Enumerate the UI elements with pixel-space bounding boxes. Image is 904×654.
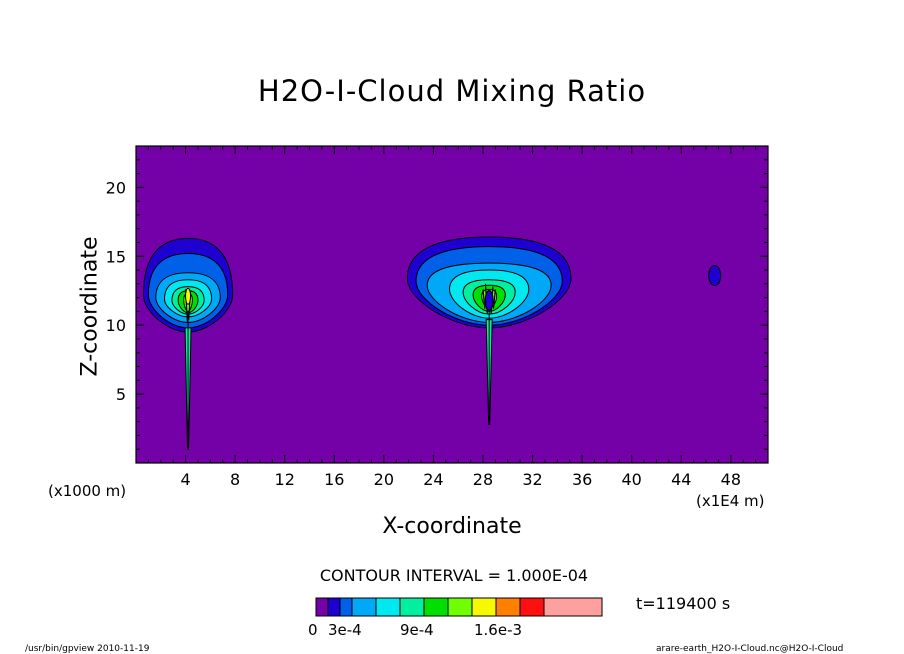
colorbar-swatch <box>399 597 425 617</box>
x-tick-label: 20 <box>374 470 394 489</box>
x-tick-label: 24 <box>423 470 443 489</box>
core-line-4 <box>482 289 486 309</box>
x-tick-label: 16 <box>324 470 344 489</box>
y-tick-label: 20 <box>106 178 126 197</box>
colorbar-swatch <box>351 597 377 617</box>
colorbar-swatch <box>447 597 473 617</box>
x-tick-label: 4 <box>180 470 190 489</box>
colorbar-swatch <box>423 597 449 617</box>
plot-frame <box>135 145 769 464</box>
colorbar-swatch <box>375 597 401 617</box>
x-tick-label: 12 <box>275 470 295 489</box>
x-tick-label: 40 <box>622 470 642 489</box>
contour-interval: CONTOUR INTERVAL = 1.000E-04 <box>319 566 589 585</box>
small-blob <box>708 265 722 287</box>
x-tick-label: 44 <box>671 470 691 489</box>
y-axis-label: Z-coordinate <box>77 236 103 377</box>
time-label: t=119400 s <box>636 594 731 613</box>
center-core-blue <box>484 289 494 311</box>
x-unit-right: (x1E4 m) <box>696 492 765 510</box>
colorbar-swatch <box>339 597 353 617</box>
left-core-yellow <box>185 287 192 305</box>
colorbar <box>315 597 603 617</box>
x-tick-label: 36 <box>572 470 592 489</box>
colorbar-label: 3e-4 <box>328 621 362 639</box>
x-tick-label: 48 <box>721 470 741 489</box>
colorbar-label: 1.6e-3 <box>474 621 523 639</box>
x-axis-label: X-coordinate <box>382 514 522 539</box>
colorbar-swatch <box>519 597 545 617</box>
x-tick-label: 32 <box>522 470 542 489</box>
y-tick-label: 15 <box>106 247 126 266</box>
y-tick-label: 5 <box>116 385 126 404</box>
y-tick-label: 10 <box>106 316 126 335</box>
chart-title: H2O-I-Cloud Mixing Ratio <box>257 74 647 108</box>
colorbar-label: 9e-4 <box>400 621 434 639</box>
colorbar-swatch <box>315 597 329 617</box>
x-unit-left: (x1000 m) <box>48 482 127 500</box>
footer-left: /usr/bin/gpview 2010-11-19 <box>25 644 150 654</box>
colorbar-label: 0 <box>308 621 318 639</box>
x-tick-label: 28 <box>473 470 493 489</box>
colorbar-swatch <box>495 597 521 617</box>
colorbar-swatch <box>471 597 497 617</box>
footer-right: arare-earth_H2O-I-Cloud.nc@H2O-I-Cloud <box>656 644 844 654</box>
colorbar-swatch <box>543 597 603 617</box>
colorbar-swatch <box>327 597 341 617</box>
core-line-5 <box>492 289 496 309</box>
x-tick-label: 8 <box>230 470 240 489</box>
